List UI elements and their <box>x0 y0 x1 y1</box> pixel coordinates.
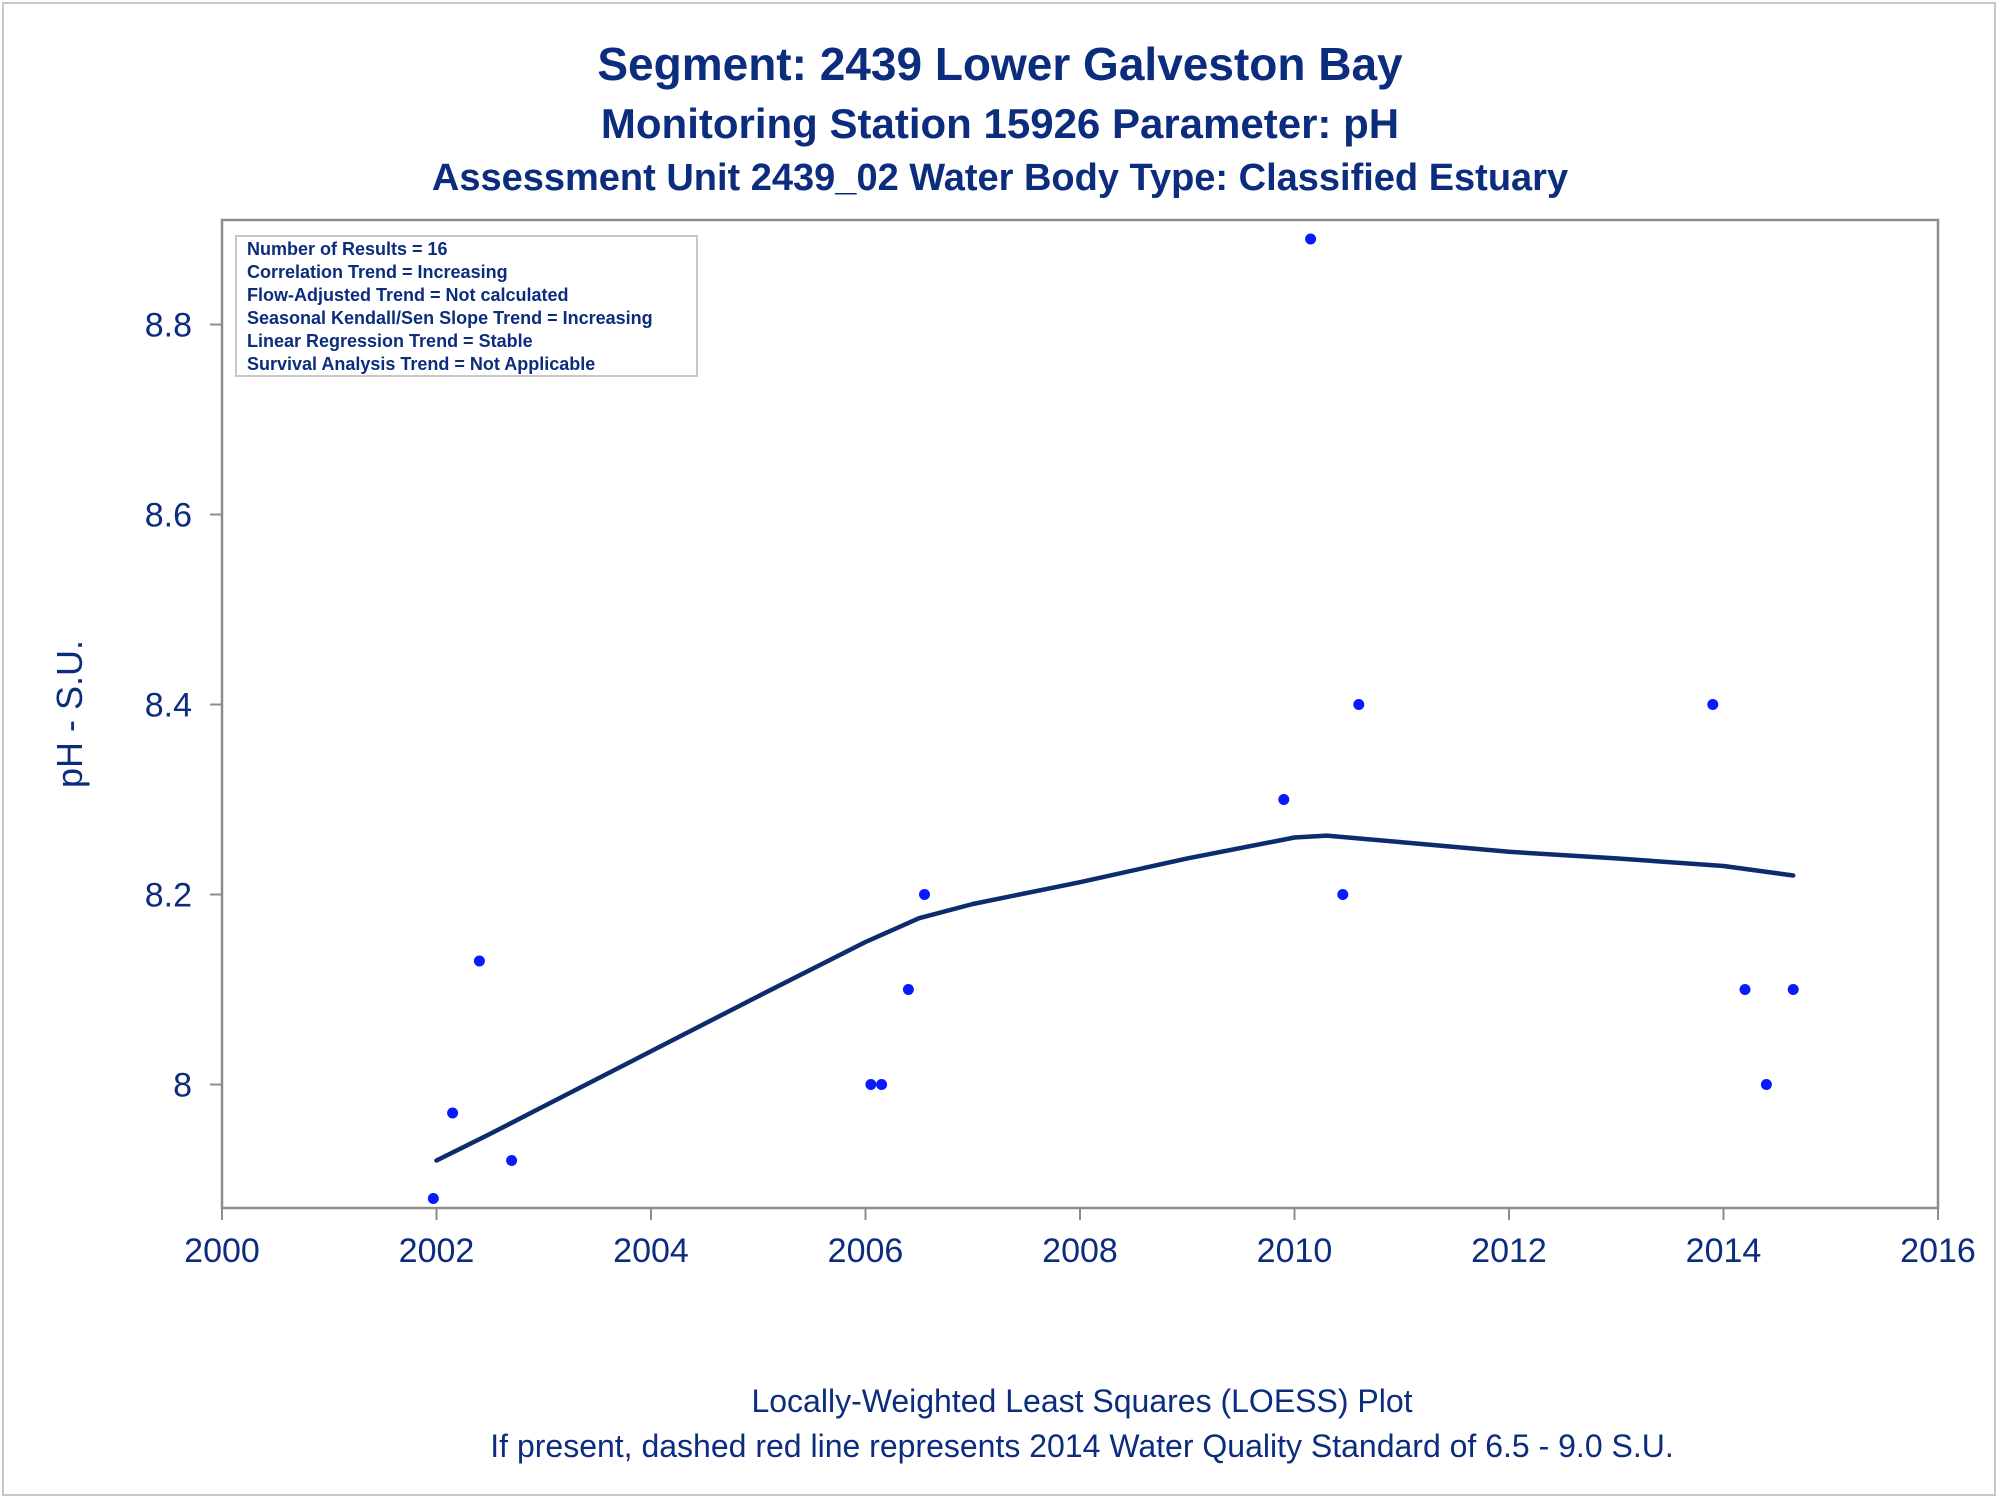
data-point <box>1707 699 1719 710</box>
stats-line: Correlation Trend = Increasing <box>247 262 508 282</box>
data-point <box>919 889 930 900</box>
data-point <box>1305 233 1317 245</box>
data-point <box>447 1107 459 1119</box>
stats-line: Seasonal Kendall/Sen Slope Trend = Incre… <box>247 308 653 328</box>
x-tick-label: 2004 <box>613 1232 689 1270</box>
x-tick-label: 2000 <box>184 1232 260 1270</box>
y-tick-label: 8.4 <box>145 687 192 725</box>
y-tick-label: 8 <box>173 1067 192 1105</box>
loess-line <box>434 833 1796 1163</box>
x-tick-label: 2016 <box>1900 1232 1976 1270</box>
footnote-standard: If present, dashed red line represents 2… <box>490 1428 1673 1464</box>
x-tick-label: 2012 <box>1471 1232 1547 1270</box>
footnote-loess: Locally-Weighted Least Squares (LOESS) P… <box>751 1383 1412 1419</box>
data-point <box>473 955 485 967</box>
stats-line: Number of Results = 16 <box>247 239 448 259</box>
data-point <box>1760 1079 1772 1090</box>
stats-line: Linear Regression Trend = Stable <box>247 331 533 351</box>
stats-box-border <box>235 235 698 377</box>
data-point <box>1739 984 1751 995</box>
y-tick-label: 8.2 <box>145 877 192 915</box>
x-tick-label: 2006 <box>828 1232 904 1270</box>
x-tick-label: 2002 <box>399 1232 475 1270</box>
chart-subtitle-assessment: Assessment Unit 2439_02 Water Body Type:… <box>432 157 1568 199</box>
y-tick-label: 8.6 <box>145 497 192 535</box>
chart-subtitle-station: Monitoring Station 15926 Parameter: pH <box>601 100 1399 147</box>
data-point <box>1337 889 1349 900</box>
chart-title: Segment: 2439 Lower Galveston Bay <box>597 38 1403 90</box>
loess-series <box>434 833 1796 1163</box>
data-point <box>876 1079 888 1090</box>
data-point <box>427 1193 439 1204</box>
data-point <box>865 1079 877 1090</box>
axes: 2000 2002 2004 2006 2008 2010 2012 2014 2016 8 8.2… <box>145 307 1976 1271</box>
scatter-series <box>427 233 1799 1204</box>
x-tick-label: 2014 <box>1686 1232 1762 1270</box>
stats-line: Survival Analysis Trend = Not Applicable <box>247 354 595 374</box>
data-point <box>902 984 914 995</box>
data-point <box>1278 794 1290 805</box>
stats-line: Flow-Adjusted Trend = Not calculated <box>247 285 569 305</box>
stats-box: Number of Results = 16 Correlation Trend… <box>235 235 698 377</box>
data-point <box>1787 984 1799 995</box>
data-point <box>1353 699 1365 710</box>
x-tick-label: 2008 <box>1042 1232 1118 1270</box>
y-tick-label: 8.8 <box>145 307 192 345</box>
x-tick-label: 2010 <box>1257 1232 1333 1270</box>
y-axis-label: pH - S.U. <box>49 640 90 788</box>
data-point <box>506 1155 518 1166</box>
